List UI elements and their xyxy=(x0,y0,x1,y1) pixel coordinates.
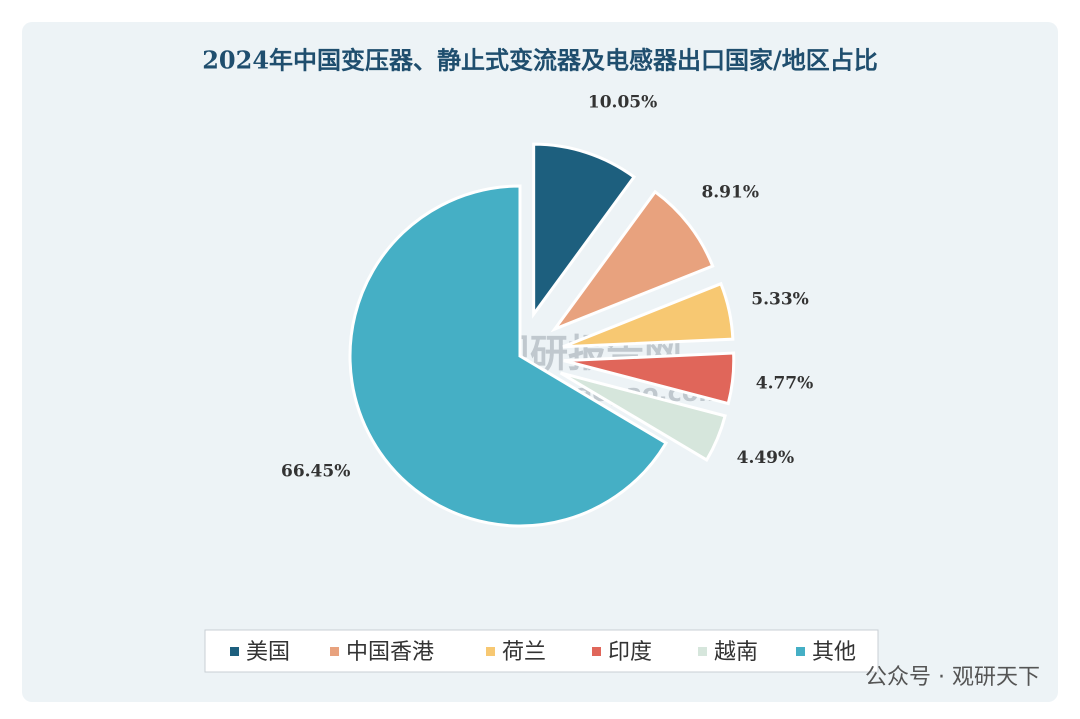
data-label: 5.33% xyxy=(751,290,809,310)
data-label: 10.05% xyxy=(588,93,657,113)
legend-label: 越南 xyxy=(714,640,758,665)
pie-slice xyxy=(563,351,736,406)
legend-swatch xyxy=(796,647,805,656)
legend-box xyxy=(204,629,879,673)
data-label: 66.45% xyxy=(281,462,350,482)
pie-slice xyxy=(532,142,637,319)
chart-background xyxy=(22,22,1058,702)
legend-label: 荷兰 xyxy=(502,640,546,665)
legend-label: 美国 xyxy=(246,640,290,665)
pie-slice xyxy=(559,371,727,463)
legend-swatch xyxy=(330,647,339,656)
chart-title: 2024年中国变压器、静止式变流器及电感器出口国家/地区占比 xyxy=(202,46,878,75)
data-label: 4.77% xyxy=(756,373,814,393)
data-label: 4.49% xyxy=(737,448,795,468)
legend-label: 其他 xyxy=(812,640,856,665)
legend-swatch xyxy=(486,647,495,656)
pie-slice xyxy=(562,281,735,349)
data-label: 8.91% xyxy=(701,183,759,203)
legend-label: 印度 xyxy=(608,640,652,665)
pie-slice xyxy=(550,189,715,333)
legend-label: 中国香港 xyxy=(346,640,434,665)
legend-swatch xyxy=(230,647,239,656)
legend-swatch xyxy=(698,647,707,656)
legend-swatch xyxy=(592,647,601,656)
pie-slice xyxy=(348,184,669,528)
footer: 公众号 · 观研天下 xyxy=(865,665,1040,690)
